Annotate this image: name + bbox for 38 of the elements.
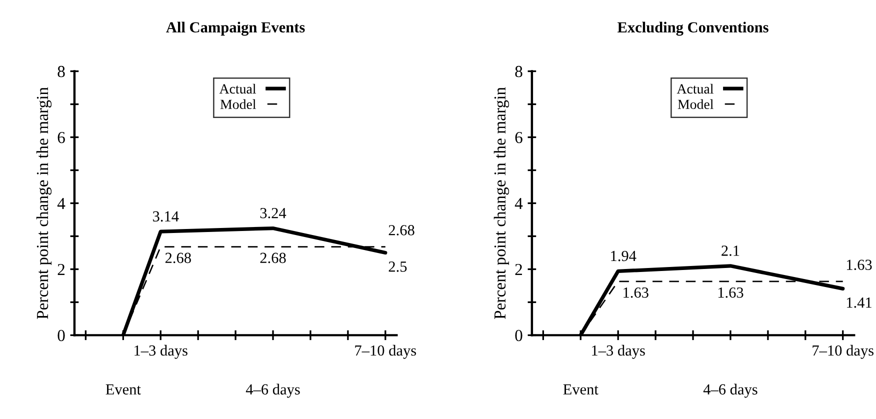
data-label: 1.63 bbox=[624, 287, 648, 298]
y-tick-label: 4 bbox=[57, 198, 66, 209]
data-label: 2.1 bbox=[722, 246, 740, 256]
legend-label: Model bbox=[220, 99, 256, 110]
y-axis-title: Percent point change in the margin bbox=[494, 87, 510, 319]
y-tick-label: 2 bbox=[515, 264, 522, 275]
data-label: 1.41 bbox=[846, 298, 872, 308]
data-label: 3.14 bbox=[153, 211, 179, 222]
x-tick-label: 4–6 days bbox=[703, 384, 758, 398]
y-tick-label: 0 bbox=[58, 330, 65, 342]
x-tick-label: 7–10 days bbox=[812, 344, 874, 359]
data-label: 1.94 bbox=[611, 250, 636, 262]
y-axis-title: Percent point change in the margin bbox=[36, 87, 52, 319]
x-tick-label: Event bbox=[563, 384, 598, 395]
x-tick-label: 4–6 days bbox=[246, 384, 300, 398]
legend-label: Actual bbox=[676, 84, 714, 94]
x-tick-label: Event bbox=[106, 384, 141, 395]
x-tick-label: 1–3 days bbox=[134, 344, 188, 359]
chart-title: Excluding Conventions bbox=[618, 22, 768, 36]
data-label: 1.63 bbox=[718, 287, 744, 298]
data-label: 3.24 bbox=[260, 208, 286, 218]
y-tick-label: 8 bbox=[515, 66, 522, 78]
x-tick-label: 7–10 days bbox=[355, 344, 416, 359]
legend-label: Model bbox=[678, 99, 714, 110]
y-tick-label: 2 bbox=[58, 264, 65, 275]
y-tick-label: 6 bbox=[515, 132, 522, 144]
data-label: 2.5 bbox=[388, 262, 407, 272]
data-label: 2.68 bbox=[260, 252, 286, 264]
y-tick-label: 0 bbox=[515, 330, 522, 342]
y-tick-label: 6 bbox=[58, 132, 65, 144]
data-label: 2.68 bbox=[388, 225, 414, 236]
x-tick-label: 1–3 days bbox=[592, 344, 645, 359]
data-label: 1.63 bbox=[846, 260, 872, 270]
legend-label: Actual bbox=[219, 84, 256, 94]
y-tick-label: 8 bbox=[58, 66, 65, 78]
chart-title: All Campaign Events bbox=[166, 22, 305, 36]
data-label: 2.68 bbox=[165, 252, 191, 264]
y-tick-label: 4 bbox=[514, 198, 523, 209]
